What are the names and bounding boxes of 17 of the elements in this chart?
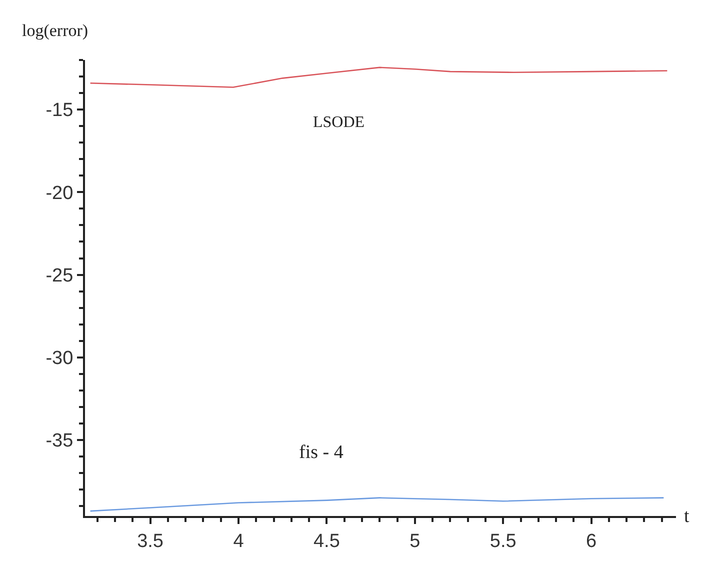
text: LSODE: [313, 114, 365, 131]
x-tick-label: 4.5: [313, 530, 340, 552]
x-tick-label: 4: [233, 530, 244, 552]
line-series: [90, 66, 668, 88]
y-axis-title: log(error): [22, 21, 88, 40]
y-tick-label: -15: [46, 100, 74, 122]
y-tick-label: -30: [46, 348, 74, 370]
x-tick-label: 5: [410, 530, 420, 552]
x-tick-label: 6: [586, 530, 597, 552]
y-tick-label: -25: [46, 265, 74, 286]
series-label: fis - 4: [299, 442, 344, 463]
x-tick-label: 5.5: [490, 530, 516, 552]
y-tick-label: -35: [46, 430, 74, 452]
x-axis-title: t: [684, 506, 690, 527]
line-series: [90, 497, 664, 512]
x-tick-label: 3.5: [137, 530, 164, 552]
y-tick-label: -20: [46, 182, 74, 204]
